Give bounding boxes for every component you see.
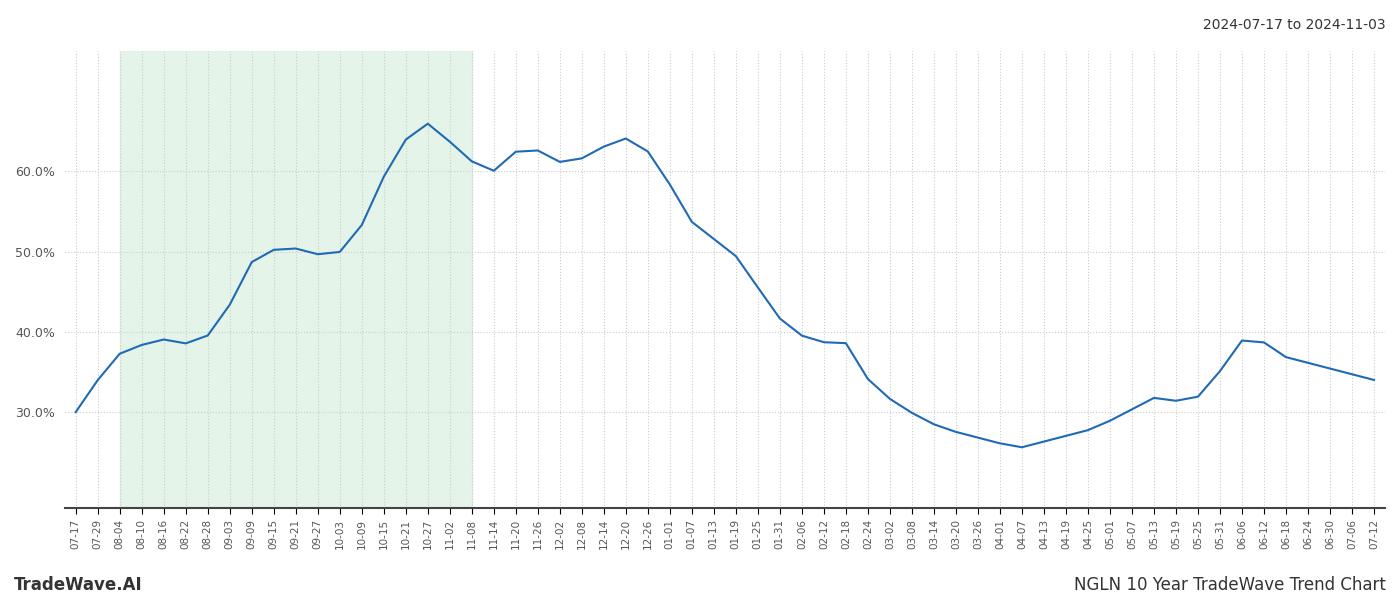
Bar bbox=[120, 51, 472, 508]
Text: 2024-07-17 to 2024-11-03: 2024-07-17 to 2024-11-03 bbox=[1204, 18, 1386, 32]
Text: TradeWave.AI: TradeWave.AI bbox=[14, 576, 143, 594]
Text: NGLN 10 Year TradeWave Trend Chart: NGLN 10 Year TradeWave Trend Chart bbox=[1074, 576, 1386, 594]
